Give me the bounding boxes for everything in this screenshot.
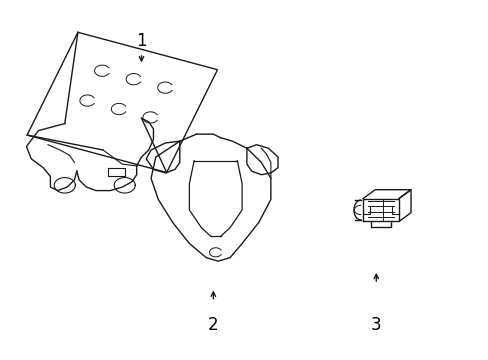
Text: 2: 2: [207, 316, 218, 334]
Text: 1: 1: [136, 32, 146, 50]
Text: 3: 3: [370, 316, 381, 334]
